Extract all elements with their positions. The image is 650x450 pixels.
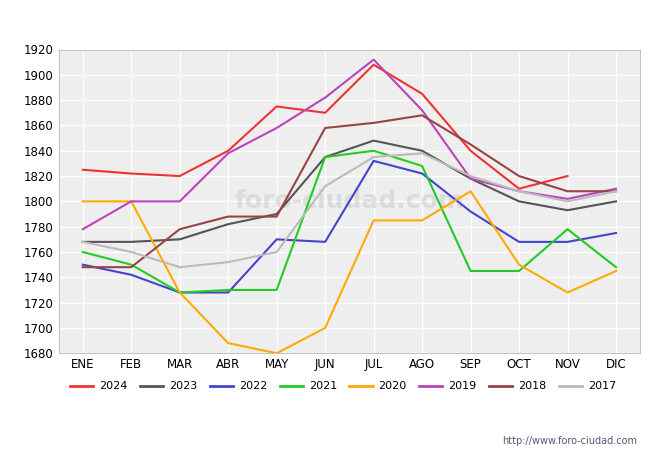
Text: 2017: 2017 bbox=[588, 381, 616, 391]
Text: 2020: 2020 bbox=[378, 381, 407, 391]
Text: 2023: 2023 bbox=[169, 381, 198, 391]
Text: foro-ciudad.com: foro-ciudad.com bbox=[235, 189, 464, 213]
Text: 2024: 2024 bbox=[99, 381, 127, 391]
Text: http://www.foro-ciudad.com: http://www.foro-ciudad.com bbox=[502, 436, 637, 446]
Text: 2021: 2021 bbox=[309, 381, 337, 391]
Text: 2019: 2019 bbox=[448, 381, 476, 391]
Text: 2022: 2022 bbox=[239, 381, 267, 391]
Text: 2018: 2018 bbox=[518, 381, 547, 391]
Text: Afiliados en Vélez-Rubio a 30/11/2024: Afiliados en Vélez-Rubio a 30/11/2024 bbox=[168, 14, 482, 33]
